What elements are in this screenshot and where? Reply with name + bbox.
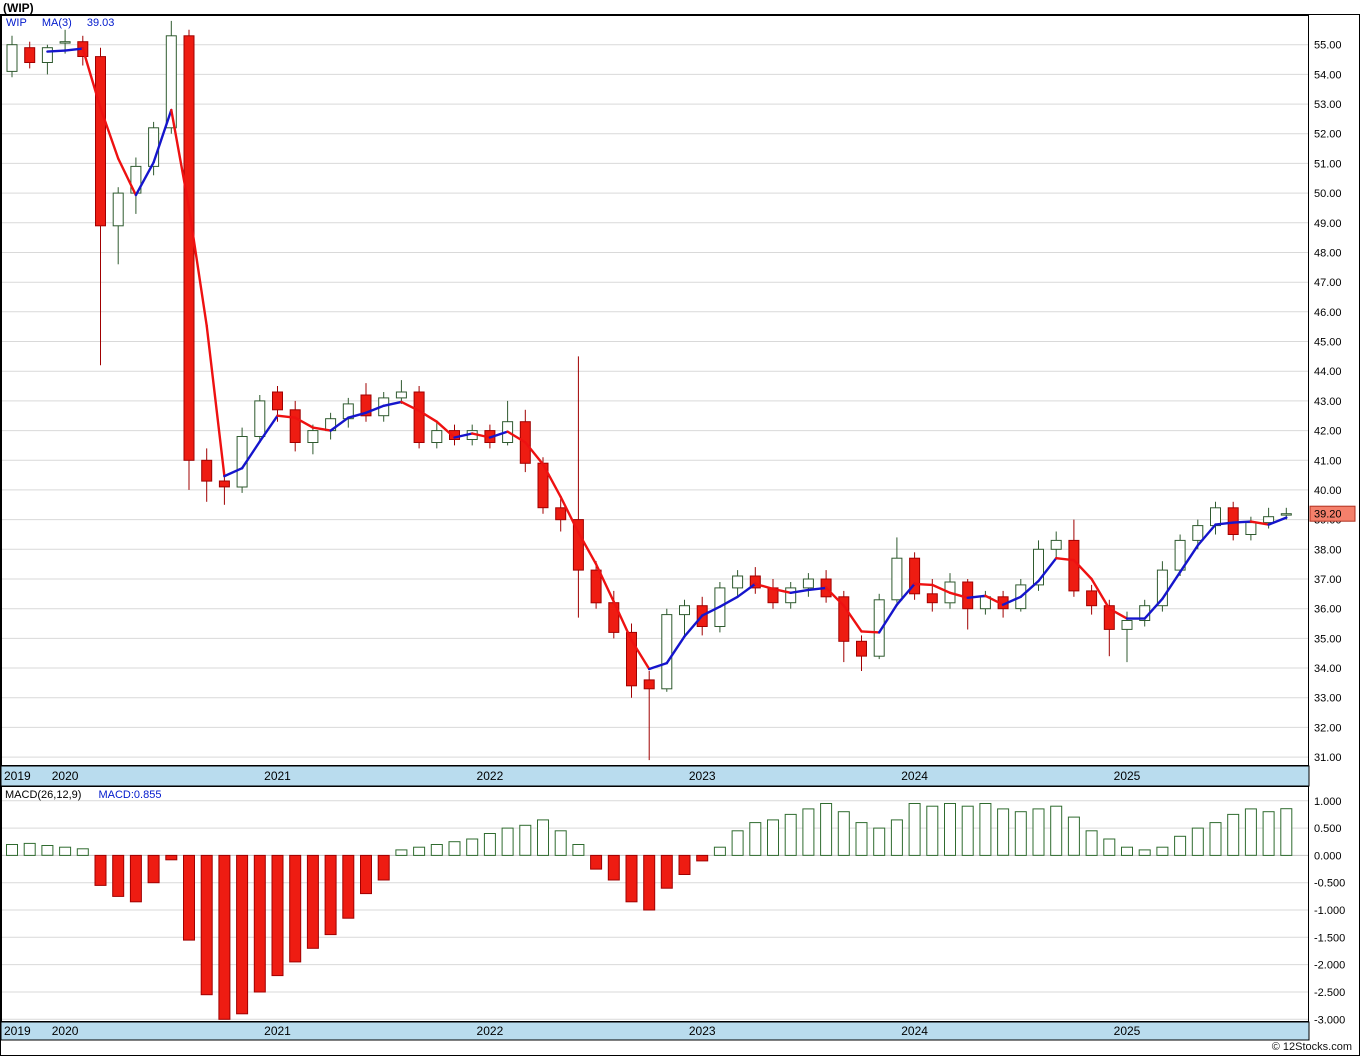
svg-text:2025: 2025 xyxy=(1114,1024,1141,1038)
svg-text:52.00: 52.00 xyxy=(1314,129,1342,141)
svg-text:-1.000: -1.000 xyxy=(1314,905,1345,917)
legend-symbol: WIP xyxy=(6,17,27,29)
svg-text:2019: 2019 xyxy=(4,769,31,783)
svg-text:38.00: 38.00 xyxy=(1314,544,1342,556)
ma3-line xyxy=(46,47,1288,671)
svg-text:0.000: 0.000 xyxy=(1314,850,1342,862)
candles xyxy=(6,20,1292,761)
price-xaxis-band: 2019 2020 2021 2022 2023 2024 2025 xyxy=(0,765,1310,787)
price-legend: WIP MA(3) 39.03 xyxy=(6,17,126,29)
macd-current-value: MACD:0.855 xyxy=(98,789,162,801)
svg-text:49.00: 49.00 xyxy=(1314,218,1342,230)
svg-text:2021: 2021 xyxy=(264,1024,291,1038)
svg-text:44.00: 44.00 xyxy=(1314,366,1342,378)
svg-text:2023: 2023 xyxy=(689,769,716,783)
svg-text:36.00: 36.00 xyxy=(1314,604,1342,616)
svg-text:2020: 2020 xyxy=(52,1024,79,1038)
macd-bars xyxy=(6,803,1293,1020)
svg-text:-0.500: -0.500 xyxy=(1314,878,1345,890)
macd-legend: MACD(26,12,9) MACD:0.855 xyxy=(5,789,161,801)
svg-text:43.00: 43.00 xyxy=(1314,396,1342,408)
legend-ma-label: MA(3) xyxy=(41,17,72,29)
svg-text:32.00: 32.00 xyxy=(1314,722,1342,734)
svg-text:-2.500: -2.500 xyxy=(1314,987,1345,999)
svg-text:-3.000: -3.000 xyxy=(1314,1014,1345,1026)
svg-text:-2.000: -2.000 xyxy=(1314,960,1345,972)
svg-text:0.500: 0.500 xyxy=(1314,823,1342,835)
chart-title: (WIP) xyxy=(3,1,34,15)
macd-params-label: MACD(26,12,9) xyxy=(5,789,82,801)
svg-text:31.00: 31.00 xyxy=(1314,752,1342,764)
svg-text:54.00: 54.00 xyxy=(1314,69,1342,81)
svg-text:51.00: 51.00 xyxy=(1314,158,1342,170)
macd-xaxis-band: 2019 2020 2021 2022 2023 2024 2025 xyxy=(0,1021,1310,1041)
svg-text:42.00: 42.00 xyxy=(1314,426,1342,438)
svg-text:37.00: 37.00 xyxy=(1314,574,1342,586)
svg-text:35.00: 35.00 xyxy=(1314,633,1342,645)
svg-text:45.00: 45.00 xyxy=(1314,337,1342,349)
svg-text:2019: 2019 xyxy=(4,1024,31,1038)
svg-text:2020: 2020 xyxy=(52,769,79,783)
last-price-tag: 39.20 xyxy=(1309,505,1356,522)
svg-text:34.00: 34.00 xyxy=(1314,663,1342,675)
macd-axis-labels: 1.000 0.500 0.000 -0.500 -1.000 -1.500 -2.000 -… xyxy=(1314,796,1345,1027)
svg-text:50.00: 50.00 xyxy=(1314,188,1342,200)
svg-text:33.00: 33.00 xyxy=(1314,693,1342,705)
svg-text:41.00: 41.00 xyxy=(1314,455,1342,467)
svg-text:2023: 2023 xyxy=(689,1024,716,1038)
svg-text:2024: 2024 xyxy=(901,1024,928,1038)
svg-text:39.20: 39.20 xyxy=(1314,509,1342,521)
svg-text:2024: 2024 xyxy=(901,769,928,783)
price-panel xyxy=(1,15,1309,766)
svg-text:55.00: 55.00 xyxy=(1314,40,1342,52)
svg-text:53.00: 53.00 xyxy=(1314,99,1342,111)
svg-text:-1.500: -1.500 xyxy=(1314,932,1345,944)
svg-text:2022: 2022 xyxy=(477,769,504,783)
svg-text:47.00: 47.00 xyxy=(1314,277,1342,289)
svg-text:2022: 2022 xyxy=(477,1024,504,1038)
legend-ma-value: 39.03 xyxy=(86,17,115,29)
price-grid xyxy=(2,44,1308,758)
svg-text:2021: 2021 xyxy=(264,769,291,783)
svg-text:40.00: 40.00 xyxy=(1314,485,1342,497)
svg-text:46.00: 46.00 xyxy=(1314,307,1342,319)
copyright-watermark: © 12Stocks.com xyxy=(1271,1041,1352,1053)
svg-text:2025: 2025 xyxy=(1114,769,1141,783)
svg-text:1.000: 1.000 xyxy=(1314,796,1342,808)
svg-text:48.00: 48.00 xyxy=(1314,248,1342,260)
